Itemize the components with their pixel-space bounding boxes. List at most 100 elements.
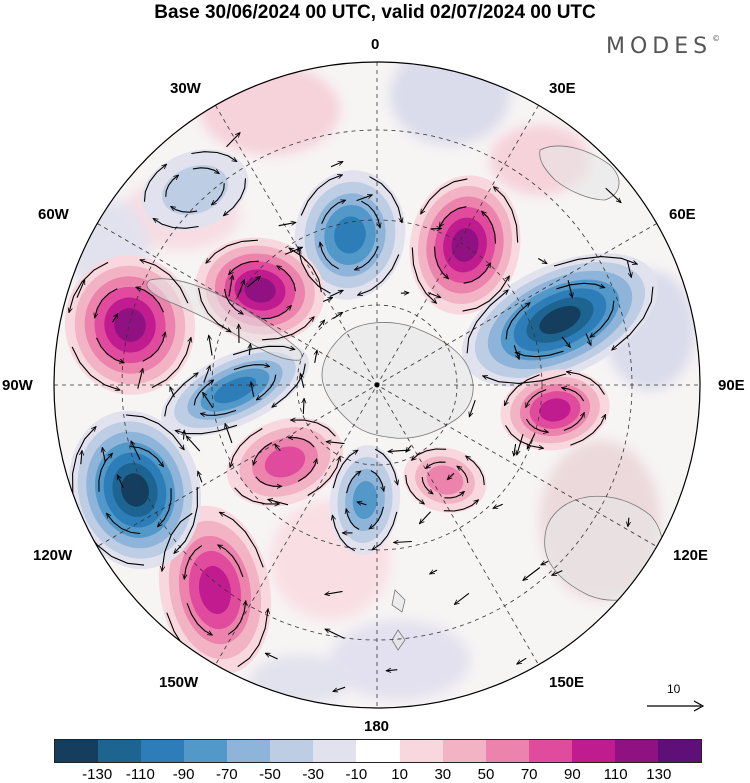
wind-streamline bbox=[369, 506, 384, 529]
wind-streamline bbox=[570, 414, 607, 446]
reference-vector-label: 10 bbox=[667, 682, 681, 696]
wind-streamline bbox=[165, 175, 179, 197]
colorbar-swatch bbox=[227, 740, 271, 762]
wind-streamline bbox=[332, 515, 356, 552]
wind-streamline bbox=[406, 445, 412, 452]
anomaly-contour-band bbox=[121, 473, 149, 507]
wind-streamline bbox=[225, 423, 233, 444]
wind-streamline bbox=[237, 609, 268, 668]
wind-streamline bbox=[585, 333, 591, 346]
wind-streamline bbox=[426, 461, 446, 469]
colorbar-tick-label: 130 bbox=[646, 766, 672, 783]
wind-streamline bbox=[268, 499, 289, 506]
wind-streamline bbox=[228, 275, 233, 297]
wind-streamline bbox=[71, 346, 120, 390]
wind-streamline bbox=[447, 472, 455, 479]
copyright-mark: © bbox=[712, 34, 721, 43]
wind-streamline bbox=[307, 457, 340, 496]
wind-streamline bbox=[171, 206, 198, 213]
wind-streamline bbox=[552, 570, 563, 576]
colorbar-tick-label: 90 bbox=[564, 766, 581, 783]
colorbar-tick-label: -110 bbox=[125, 766, 155, 783]
colorbar-tick-label: -130 bbox=[82, 766, 113, 783]
anomaly-contour-band bbox=[114, 308, 146, 342]
africa-tip-land bbox=[539, 145, 620, 201]
anomaly-contour-band bbox=[352, 480, 378, 520]
wind-streamline bbox=[76, 280, 86, 298]
colorbar-tick-label: 70 bbox=[520, 766, 538, 783]
wind-streamline bbox=[361, 200, 380, 228]
wind-streamline bbox=[357, 502, 367, 505]
wind-streamline bbox=[526, 433, 536, 449]
colorbar-swatch bbox=[184, 740, 228, 762]
wind-streamline bbox=[513, 345, 519, 359]
wind-streamline bbox=[374, 448, 398, 485]
wind-streamline bbox=[284, 247, 303, 255]
wind-streamline bbox=[232, 345, 295, 356]
wind-streamline bbox=[430, 570, 438, 575]
wind-streamline bbox=[322, 296, 333, 303]
wind-streamline bbox=[251, 382, 254, 397]
positive-anomaly-center bbox=[409, 175, 521, 315]
wind-streamline bbox=[457, 466, 469, 483]
lon-label-120e: 120E bbox=[673, 547, 709, 564]
wind-streamline bbox=[332, 312, 342, 319]
reference-vector: 10 bbox=[645, 682, 707, 712]
wind-streamline bbox=[96, 337, 125, 363]
map-boundary bbox=[53, 61, 701, 709]
wind-streamline bbox=[563, 413, 585, 431]
colorbar-swatch bbox=[98, 740, 142, 762]
wind-streamline bbox=[370, 470, 384, 492]
wind-streamline bbox=[325, 628, 345, 639]
wind-streamline bbox=[483, 373, 567, 384]
wind-streamline bbox=[405, 474, 425, 504]
map-title: Base 30/06/2024 00 UTC, valid 02/07/2024… bbox=[154, 2, 596, 23]
wind-streamline bbox=[275, 444, 281, 452]
wind-streamline bbox=[372, 511, 398, 550]
wind-streamline bbox=[278, 222, 296, 227]
wind-streamline bbox=[463, 263, 491, 284]
wind-streamline bbox=[466, 290, 508, 354]
wind-streamline bbox=[469, 400, 476, 417]
wind-streamline bbox=[358, 254, 400, 296]
wind-streamline bbox=[184, 545, 203, 580]
lon-label-30w: 30W bbox=[170, 80, 201, 97]
anomaly-contour-band bbox=[539, 305, 581, 335]
wind-streamline bbox=[130, 441, 141, 460]
wind-streamline bbox=[297, 459, 317, 482]
reference-arrow bbox=[647, 700, 705, 712]
wind-streamline bbox=[421, 477, 433, 494]
wind-streamline bbox=[143, 164, 167, 202]
anomaly-contour-band bbox=[334, 216, 366, 254]
wind-streamline bbox=[112, 314, 118, 323]
wind-streamline bbox=[321, 200, 346, 224]
wind-streamline bbox=[203, 366, 210, 383]
colorbar-swatch bbox=[270, 740, 314, 762]
wind-streamline bbox=[193, 380, 213, 406]
negative-anomaly-center bbox=[294, 170, 406, 300]
lon-label-30e: 30E bbox=[549, 80, 576, 97]
anomaly-cells bbox=[64, 149, 658, 675]
lon-label-60e: 60E bbox=[669, 206, 696, 223]
lon-label-150e: 150E bbox=[549, 674, 585, 691]
wind-streamline bbox=[151, 337, 191, 389]
negative-anomaly-center bbox=[462, 253, 658, 387]
lon-label-60w: 60W bbox=[38, 206, 69, 223]
lon-label-150w: 150W bbox=[159, 674, 199, 691]
wind-streamline bbox=[333, 686, 346, 691]
wind-streamline bbox=[443, 500, 479, 512]
wind-streamline bbox=[318, 320, 325, 328]
wind-streamline bbox=[320, 242, 339, 270]
wind-streamline bbox=[386, 670, 398, 671]
wind-streamline bbox=[223, 288, 244, 315]
wind-streamline bbox=[626, 260, 631, 277]
wind-streamline bbox=[300, 373, 305, 388]
lon-label-0: 0 bbox=[371, 36, 380, 53]
wind-streamline bbox=[218, 544, 244, 578]
wind-streamline bbox=[628, 517, 629, 527]
wind-streamline bbox=[439, 206, 467, 227]
wind-streamline bbox=[562, 388, 585, 402]
wind-streamline bbox=[346, 471, 361, 494]
new-zealand-land bbox=[391, 589, 406, 651]
colorbar-tick-label: -90 bbox=[172, 766, 195, 783]
